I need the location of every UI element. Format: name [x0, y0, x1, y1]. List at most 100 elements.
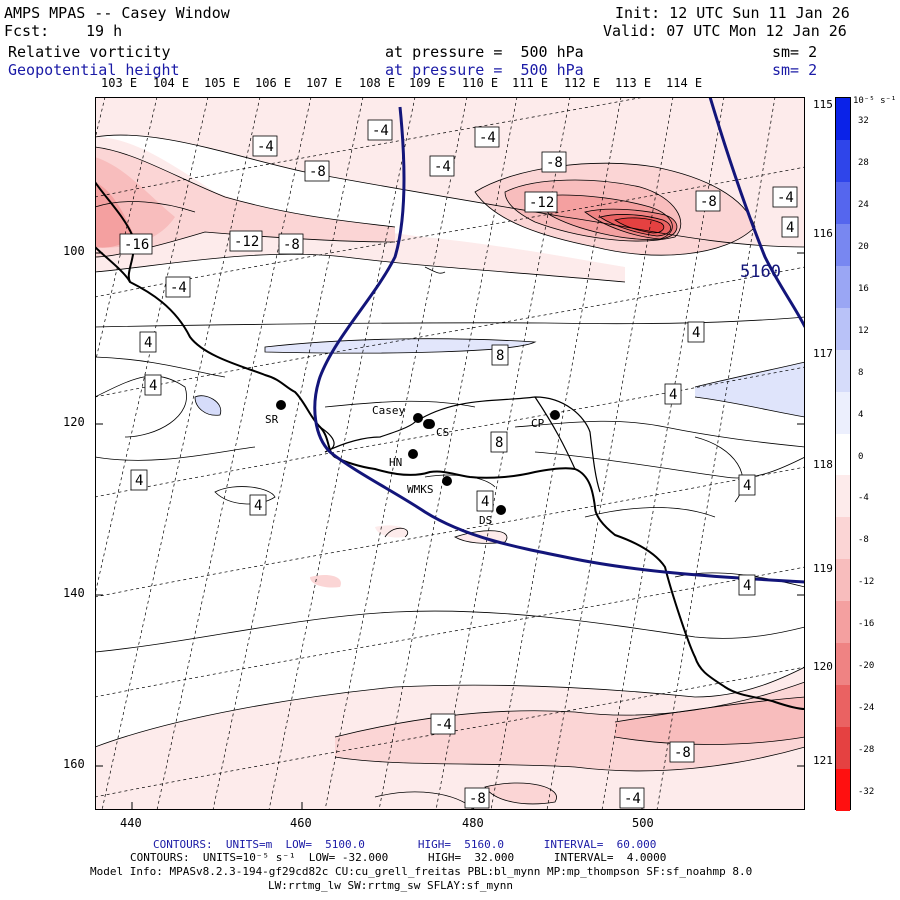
height-contour-label: 5160 [740, 262, 781, 282]
y-tick-label: 140 [63, 586, 85, 600]
contour-label: 4 [149, 378, 157, 394]
coastline [95, 181, 805, 710]
contour-label-box [772, 186, 798, 208]
meridian-lines [95, 97, 805, 810]
station-marker [408, 449, 418, 459]
contour-label: -8 [283, 237, 300, 253]
x-tick-label: 500 [632, 816, 654, 830]
colorbar-label: -28 [858, 745, 875, 756]
longitude-label: 103 E [101, 76, 138, 90]
station-label: DS [479, 514, 492, 527]
station-label: WMKS [407, 483, 434, 496]
contour-label: -4 [170, 280, 187, 296]
contour-label: -8 [700, 194, 717, 210]
longitude-label: 109 E [409, 76, 446, 90]
contour-label-box [252, 135, 278, 157]
station-label: CS [436, 426, 449, 439]
station-marker [442, 476, 452, 486]
contour-label: -8 [546, 155, 563, 171]
longitude-label: 112 E [564, 76, 601, 90]
longitude-label: 110 E [462, 76, 499, 90]
contour-label-box [429, 155, 455, 177]
contour-label: 4 [481, 494, 489, 510]
colorbar-label: -12 [858, 577, 875, 588]
contour-label: 4 [786, 220, 794, 236]
contour-label: -4 [434, 159, 451, 175]
forecast-value: 19 h [86, 22, 123, 40]
longitude-label: 114 E [666, 76, 703, 90]
contour-label-box [476, 490, 494, 512]
contour-label: 8 [495, 435, 503, 451]
longitude-label: 106 E [255, 76, 292, 90]
field2-level: at pressure = 500 hPa [385, 61, 584, 79]
field2-smooth: sm= 2 [772, 61, 818, 79]
contour-label: -8 [469, 791, 486, 807]
contour-label-box [490, 431, 508, 453]
contour-label: 4 [743, 578, 751, 594]
contour-label-box [304, 160, 330, 182]
colorbar-segment [836, 685, 850, 728]
map-plot: -4 -4 -4 -8 -4 -8 -12 -8 -4 -16 -12 -8 4 -4 4 8 4 4 8 4 4 4 4 4… [95, 97, 805, 810]
colorbar-unit: 10⁻⁵ s⁻¹ [853, 96, 897, 106]
colorbar-label: -4 [858, 493, 869, 504]
contour-label: 4 [254, 498, 262, 514]
footer-model-info: Model Info: MPASv8.2.3-194-gf29cd82c CU:… [90, 865, 753, 878]
field1-smooth: sm= 2 [772, 43, 818, 61]
colorbar-label: -16 [858, 619, 875, 630]
contour-label-box [619, 787, 645, 809]
colorbar-segment [836, 265, 850, 309]
contour-label-box [474, 126, 500, 148]
geopotential-contours [313, 97, 805, 584]
colorbar-label: 12 [858, 325, 869, 336]
contour-label: 4 [669, 387, 677, 403]
contour-label-box [695, 190, 721, 212]
contour-label: -16 [124, 237, 149, 253]
contour-label: -4 [624, 791, 641, 807]
colorbar-segment [836, 727, 850, 770]
contour-label-box [229, 230, 263, 252]
vorticity-shading [95, 97, 805, 810]
contour-label-box [139, 331, 157, 353]
valid-time: Valid: 07 UTC Mon 12 Jan 26 [603, 22, 847, 40]
contour-labels: -4 -4 -4 -8 -4 -8 -12 -8 -4 -16 -12 -8 4 -4 4 8 4 4 8 4 4 4 4 4… [119, 119, 799, 809]
colorbar-label: 32 [858, 115, 869, 126]
colorbar-label: -20 [858, 661, 875, 672]
contour-label: 4 [144, 335, 152, 351]
colorbar-label: 24 [858, 199, 869, 210]
field1-name: Relative vorticity [8, 43, 171, 61]
colorbar-label: 8 [858, 367, 864, 378]
station-label: HN [389, 456, 402, 469]
contour-label-box [524, 191, 558, 213]
colorbar-segment [836, 559, 850, 602]
x-tick-label: 440 [120, 816, 142, 830]
colorbar-label: -24 [858, 703, 875, 714]
contour-label: -4 [479, 130, 496, 146]
station-label: SR [265, 413, 279, 426]
contour-label-box [144, 374, 162, 396]
model-title: AMPS MPAS -- Casey Window [4, 4, 230, 22]
colorbar-segment [836, 223, 850, 267]
longitude-label: 107 E [306, 76, 343, 90]
contour-label: -4 [372, 123, 389, 139]
contour-label: 4 [135, 473, 143, 489]
contour-label: 8 [496, 348, 504, 364]
station-marker [550, 410, 560, 420]
field2-name: Geopotential height [8, 61, 180, 79]
longitude-label: 104 E [153, 76, 190, 90]
x-tick-label: 480 [462, 816, 484, 830]
contour-label: -12 [234, 234, 259, 250]
field1-level: at pressure = 500 hPa [385, 43, 584, 61]
longitude-label: 113 E [615, 76, 652, 90]
station-label: CP [531, 417, 545, 430]
contour-label-box [687, 321, 705, 343]
init-time: Init: 12 UTC Sun 11 Jan 26 [615, 4, 850, 22]
contour-label-box [669, 741, 695, 763]
station-label: Casey [372, 404, 405, 417]
contour-label-box [738, 474, 756, 496]
colorbar-segment [836, 139, 850, 183]
station-marker [496, 505, 506, 515]
station-marker [276, 400, 286, 410]
station-marker [423, 419, 433, 429]
colorbar-segment [836, 391, 850, 435]
colorbar-segment [836, 307, 850, 351]
